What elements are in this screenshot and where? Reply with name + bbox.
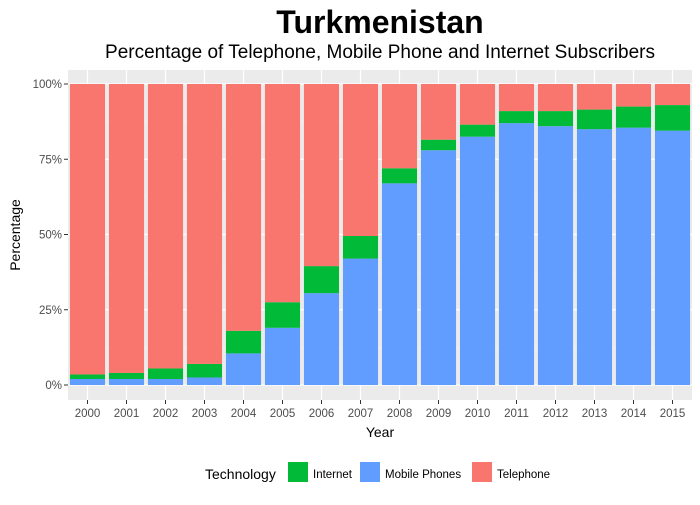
bar-internet-2013 (576, 109, 613, 130)
legend: Technology Internet Mobile Phones Telephon… (205, 462, 550, 482)
x-tick-label: 2015 (660, 408, 686, 420)
bars (69, 84, 691, 386)
x-tick-label: 2010 (465, 408, 491, 420)
bar-mobile-phones-2005 (264, 327, 301, 385)
bar-telephone-2005 (264, 84, 301, 303)
bar-telephone-2004 (225, 84, 262, 331)
x-tick-label: 2008 (387, 408, 413, 420)
y-tick-label: 100% (33, 79, 62, 91)
chart-subtitle: Percentage of Telephone, Mobile Phone an… (105, 42, 655, 63)
bar-mobile-phones-2014 (615, 127, 652, 386)
bar-telephone-2010 (459, 84, 496, 125)
bar-telephone-2013 (576, 84, 613, 110)
bar-telephone-2012 (537, 84, 574, 112)
bar-internet-2007 (342, 236, 379, 259)
y-axis: 0% 25% 50% 75% 100% (33, 79, 68, 392)
bar-telephone-2000 (69, 84, 106, 375)
bar-telephone-2008 (381, 84, 418, 169)
bar-internet-2004 (225, 330, 262, 354)
bar-internet-2015 (654, 105, 691, 131)
bar-mobile-phones-2004 (225, 353, 262, 385)
bar-telephone-2014 (615, 84, 652, 107)
y-tick-label: 0% (45, 380, 62, 392)
x-tick-label: 2009 (426, 408, 452, 420)
bar-internet-2000 (69, 374, 106, 379)
x-tick-label: 2013 (582, 408, 608, 420)
bar-mobile-phones-2006 (303, 293, 340, 385)
y-axis-label: Percentage (7, 199, 23, 271)
x-tick-label: 2014 (621, 408, 647, 420)
bar-internet-2005 (264, 302, 301, 328)
bar-telephone-2007 (342, 84, 379, 237)
bar-internet-2003 (186, 363, 223, 378)
x-tick-label: 2012 (543, 408, 569, 420)
bar-mobile-phones-2013 (576, 129, 613, 385)
x-tick-label: 2003 (192, 408, 218, 420)
y-tick-label: 50% (39, 230, 62, 242)
bar-internet-2008 (381, 168, 418, 184)
bar-telephone-2006 (303, 84, 340, 267)
bar-mobile-phones-2001 (108, 378, 145, 385)
bar-mobile-phones-2009 (420, 150, 457, 385)
chart-title: Turkmenistan (276, 4, 483, 40)
bar-mobile-phones-2002 (147, 378, 184, 385)
x-tick-label: 2011 (504, 408, 529, 420)
bar-mobile-phones-2008 (381, 183, 418, 385)
bar-telephone-2009 (420, 84, 457, 140)
legend-swatch-internet (288, 462, 308, 482)
legend-label-internet: Internet (313, 469, 353, 481)
bar-telephone-2011 (498, 84, 535, 112)
legend-label-telephone: Telephone (497, 469, 550, 481)
bar-internet-2009 (420, 139, 457, 151)
x-tick-label: 2000 (75, 408, 101, 420)
y-tick-label: 75% (39, 154, 62, 166)
bar-internet-2006 (303, 266, 340, 294)
bar-mobile-phones-2010 (459, 136, 496, 385)
bar-mobile-phones-2007 (342, 258, 379, 385)
x-tick-label: 2006 (309, 408, 335, 420)
x-tick-label: 2007 (348, 408, 374, 420)
bar-internet-2010 (459, 124, 496, 137)
bar-telephone-2001 (108, 84, 145, 373)
x-tick-label: 2002 (153, 408, 179, 420)
bar-mobile-phones-2003 (186, 377, 223, 385)
legend-label-mobile-phones: Mobile Phones (385, 469, 461, 481)
x-tick-label: 2001 (114, 408, 140, 420)
bar-telephone-2015 (654, 84, 691, 106)
bar-mobile-phones-2000 (69, 378, 106, 385)
legend-swatch-telephone (472, 462, 492, 482)
x-axis: 2000 2001 2002 2003 2004 2005 2006 2007 2008 2009… (75, 400, 686, 420)
bar-internet-2011 (498, 111, 535, 124)
x-tick-label: 2005 (270, 408, 296, 420)
bar-telephone-2003 (186, 84, 223, 364)
bar-telephone-2002 (147, 84, 184, 369)
bar-internet-2012 (537, 111, 574, 127)
y-tick-label: 25% (39, 305, 62, 317)
bar-mobile-phones-2012 (537, 126, 574, 385)
bar-internet-2014 (615, 106, 652, 128)
bar-internet-2001 (108, 372, 145, 379)
bar-internet-2002 (147, 368, 184, 379)
legend-title: Technology (205, 466, 276, 482)
x-tick-label: 2004 (231, 408, 257, 420)
bar-mobile-phones-2015 (654, 130, 691, 385)
legend-swatch-mobile-phones (360, 462, 380, 482)
bar-mobile-phones-2011 (498, 123, 535, 385)
x-axis-label: Year (366, 424, 395, 440)
